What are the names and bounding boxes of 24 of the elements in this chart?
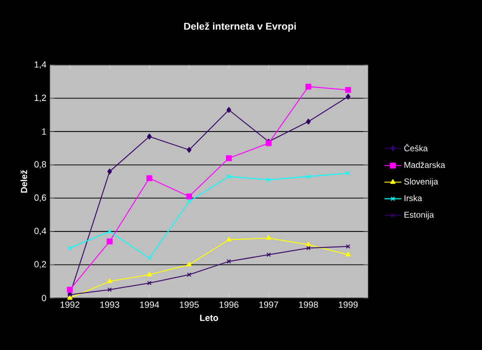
legend-label: Češka (404, 144, 428, 152)
legend-label: Irska (404, 194, 422, 202)
y-tick-label: 1,4 (34, 61, 46, 69)
x-axis-title: Leto (200, 314, 218, 321)
y-tick-label: 0,4 (34, 228, 46, 236)
y-tick-label: 1,2 (34, 94, 46, 102)
x-tick-label: 1994 (140, 302, 160, 308)
y-tick-label: 0,6 (34, 194, 46, 202)
x-tick-label: 1992 (60, 302, 80, 308)
legend-label: Slovenija (404, 178, 438, 186)
legend-label: Estonija (404, 212, 434, 220)
legend-label: Madžarska (404, 162, 446, 168)
x-tick-label: 1995 (180, 302, 199, 308)
x-tick-label: 1999 (338, 302, 358, 308)
x-tick-label: 1997 (259, 302, 278, 308)
y-tick-label: 1 (42, 128, 46, 135)
y-tick-label: 0,2 (34, 261, 46, 268)
x-tick-label: 1993 (100, 302, 120, 308)
x-tick-label: 1996 (220, 302, 238, 308)
x-tick-label: 1998 (299, 302, 318, 308)
y-axis-title: Delež (20, 170, 28, 193)
y-tick-label: 0 (42, 294, 46, 302)
chart-title: Delež interneta v Evropi (184, 22, 296, 32)
y-tick-label: 0,8 (34, 161, 46, 169)
